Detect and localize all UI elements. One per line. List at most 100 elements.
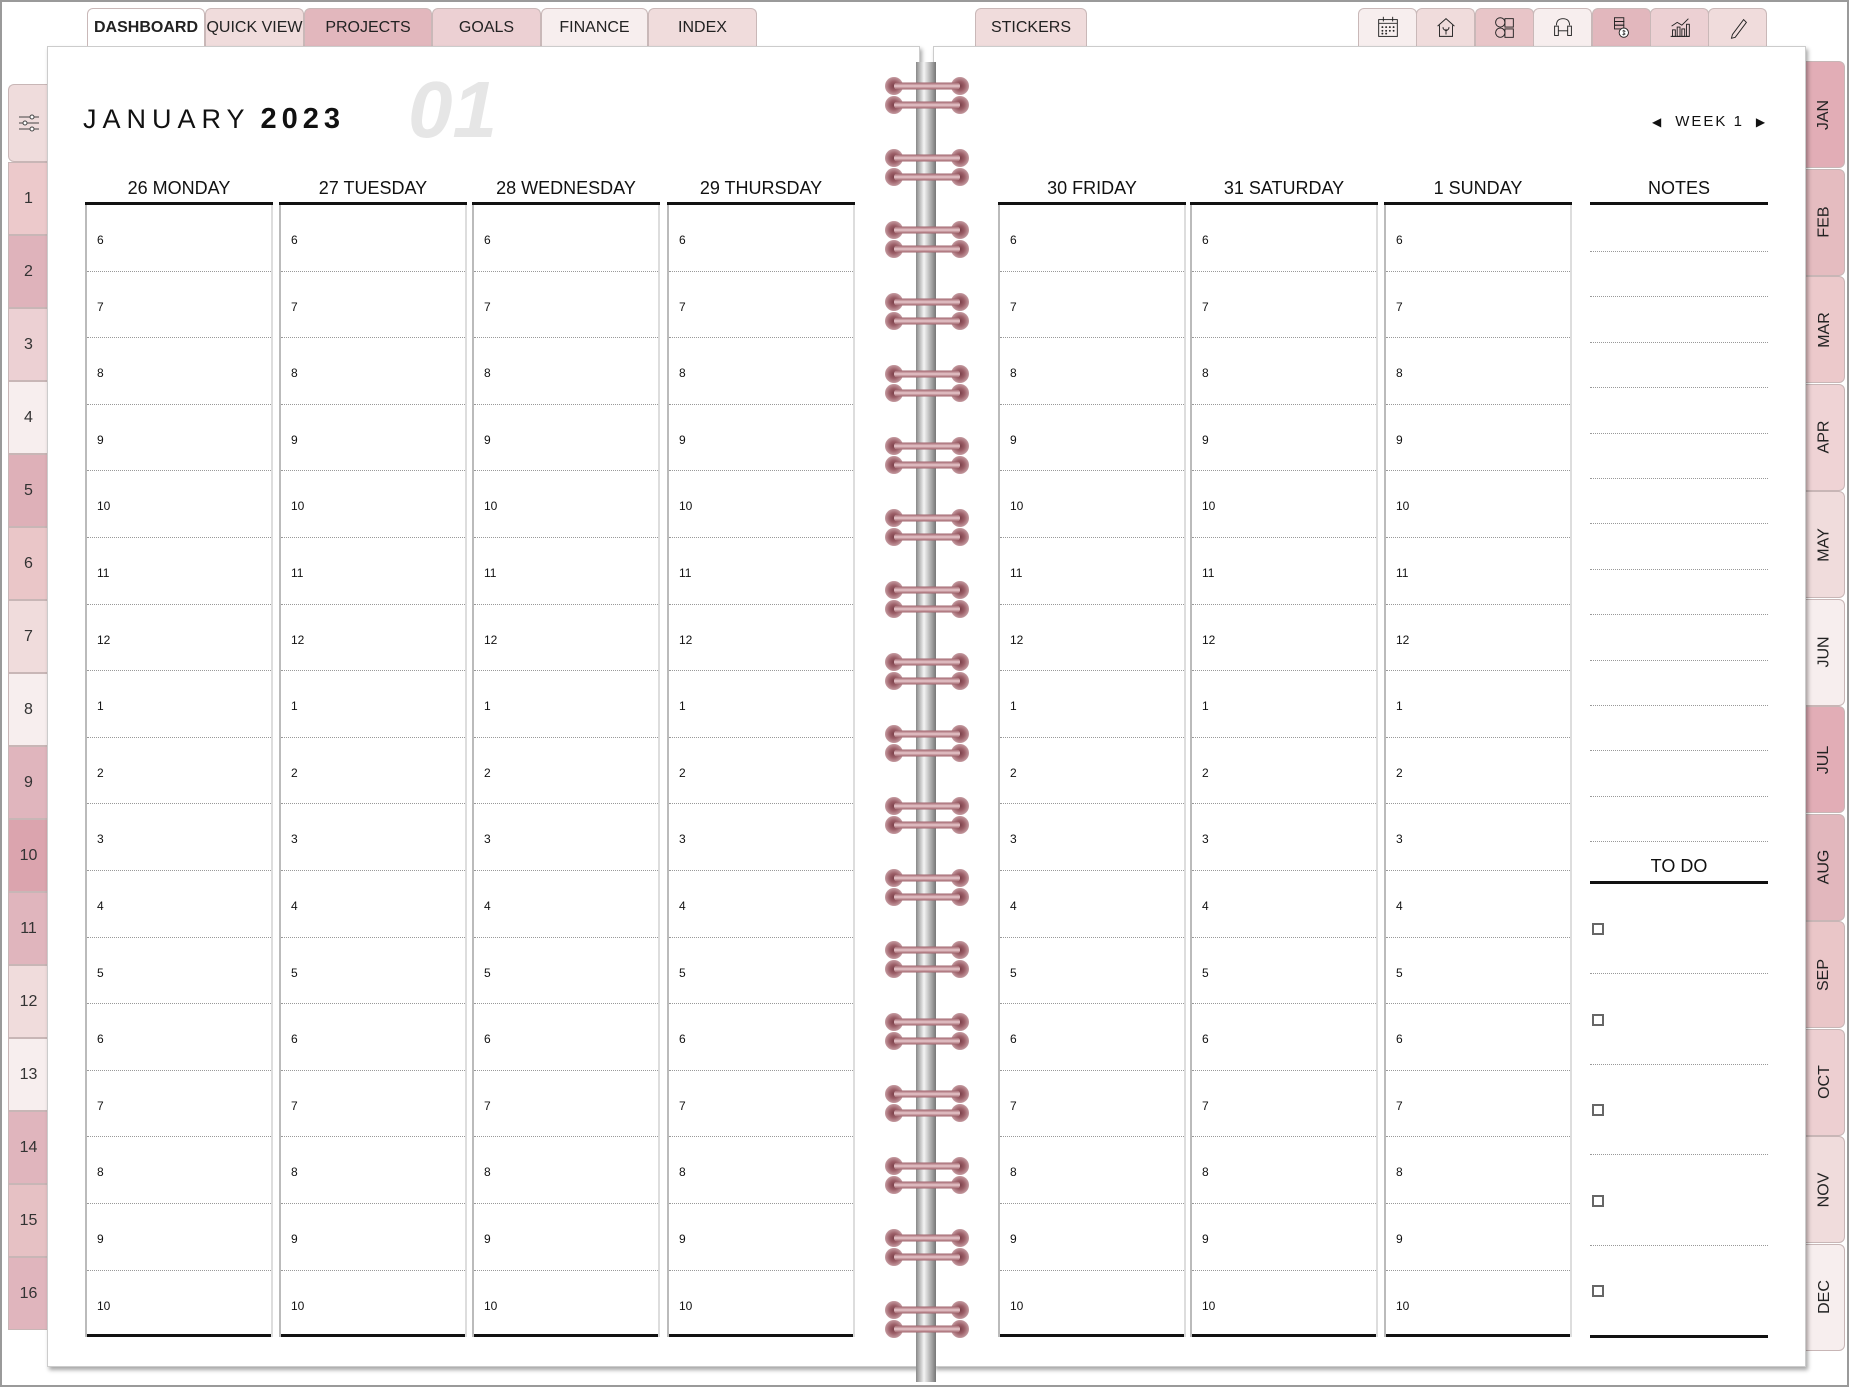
hour-slot[interactable]: 7 bbox=[474, 272, 658, 339]
month-tab-sep[interactable]: SEP bbox=[1805, 921, 1845, 1028]
hour-slot[interactable]: 8 bbox=[1192, 1137, 1376, 1204]
hour-slot[interactable]: 8 bbox=[474, 1137, 658, 1204]
prev-week-icon[interactable]: ◀ bbox=[1652, 114, 1664, 129]
hour-slot[interactable]: 4 bbox=[1386, 871, 1570, 938]
hour-slot[interactable]: 8 bbox=[1386, 1137, 1570, 1204]
hour-slot[interactable]: 8 bbox=[1192, 338, 1376, 405]
hour-slot[interactable]: 5 bbox=[474, 938, 658, 1005]
hour-slot[interactable]: 3 bbox=[1192, 804, 1376, 871]
todo-line[interactable] bbox=[1590, 973, 1768, 974]
hour-slot[interactable]: 11 bbox=[281, 538, 465, 605]
month-tab-jul[interactable]: JUL bbox=[1805, 706, 1845, 813]
todo-checkbox[interactable] bbox=[1592, 1013, 1604, 1026]
hour-slot[interactable]: 12 bbox=[1000, 605, 1184, 672]
hour-slot[interactable]: 10 bbox=[669, 1271, 853, 1338]
hour-slot[interactable]: 6 bbox=[1192, 1004, 1376, 1071]
hour-slot[interactable]: 6 bbox=[1386, 1004, 1570, 1071]
hour-slot[interactable]: 7 bbox=[281, 1071, 465, 1138]
hour-slot[interactable]: 6 bbox=[87, 205, 271, 272]
hour-slot[interactable]: 1 bbox=[87, 671, 271, 738]
hour-slot[interactable]: 7 bbox=[474, 1071, 658, 1138]
next-week-icon[interactable]: ▶ bbox=[1755, 114, 1768, 129]
side-tab-6[interactable]: 6 bbox=[8, 527, 48, 600]
side-tab-13[interactable]: 13 bbox=[8, 1038, 48, 1111]
hour-slot[interactable]: 8 bbox=[669, 1137, 853, 1204]
notes-line[interactable] bbox=[1590, 795, 1768, 797]
hour-slot[interactable]: 8 bbox=[474, 338, 658, 405]
month-tab-apr[interactable]: APR bbox=[1805, 383, 1845, 491]
tab-projects[interactable]: PROJECTS bbox=[304, 8, 432, 46]
hour-slot[interactable]: 8 bbox=[281, 1137, 465, 1204]
notes-line[interactable] bbox=[1590, 478, 1768, 479]
tab-goals[interactable]: GOALS bbox=[432, 8, 541, 46]
hour-slot[interactable]: 4 bbox=[87, 871, 271, 938]
month-tab-dec[interactable]: DEC bbox=[1805, 1243, 1845, 1351]
hour-slot[interactable]: 11 bbox=[669, 538, 853, 605]
hour-slot[interactable]: 3 bbox=[87, 804, 271, 871]
notes-line[interactable] bbox=[1590, 341, 1768, 343]
side-tab-15[interactable]: 15 bbox=[8, 1184, 48, 1257]
hour-slot[interactable]: 6 bbox=[474, 1004, 658, 1071]
hour-slot[interactable]: 9 bbox=[87, 1204, 271, 1271]
notes-line[interactable] bbox=[1590, 614, 1768, 616]
hour-slot[interactable]: 10 bbox=[281, 1271, 465, 1338]
hour-slot[interactable]: 9 bbox=[1000, 1204, 1184, 1271]
hour-slot[interactable]: 10 bbox=[1386, 471, 1570, 538]
todo-line[interactable] bbox=[1590, 1244, 1768, 1246]
hour-slot[interactable]: 3 bbox=[1000, 804, 1184, 871]
side-tab-7[interactable]: 7 bbox=[8, 600, 48, 673]
hour-slot[interactable]: 3 bbox=[281, 804, 465, 871]
hour-slot[interactable]: 4 bbox=[1000, 871, 1184, 938]
hour-slot[interactable]: 2 bbox=[1192, 738, 1376, 805]
hour-slot[interactable]: 10 bbox=[87, 471, 271, 538]
hour-slot[interactable]: 9 bbox=[281, 405, 465, 472]
hour-slot[interactable]: 11 bbox=[87, 538, 271, 605]
side-tab-14[interactable]: 14 bbox=[8, 1111, 48, 1184]
todo-checkbox[interactable] bbox=[1592, 1285, 1604, 1298]
hour-slot[interactable]: 2 bbox=[1386, 738, 1570, 805]
hour-slot[interactable]: 7 bbox=[87, 272, 271, 339]
hour-slot[interactable]: 9 bbox=[474, 1204, 658, 1271]
hour-slot[interactable]: 6 bbox=[474, 205, 658, 272]
side-tab-3[interactable]: 3 bbox=[8, 308, 48, 381]
hour-slot[interactable]: 6 bbox=[1000, 1004, 1184, 1071]
hour-slot[interactable]: 6 bbox=[281, 1004, 465, 1071]
hour-slot[interactable]: 7 bbox=[1192, 1071, 1376, 1138]
todo-line[interactable] bbox=[1590, 1063, 1768, 1065]
hour-slot[interactable]: 12 bbox=[87, 605, 271, 672]
tab-stickers[interactable]: STICKERS bbox=[975, 8, 1087, 46]
hour-slot[interactable]: 7 bbox=[1192, 272, 1376, 339]
notes-line[interactable] bbox=[1590, 387, 1768, 389]
hour-slot[interactable]: 7 bbox=[1000, 1071, 1184, 1138]
hour-slot[interactable]: 8 bbox=[669, 338, 853, 405]
hour-slot[interactable]: 9 bbox=[87, 405, 271, 472]
hour-slot[interactable]: 7 bbox=[281, 272, 465, 339]
hour-slot[interactable]: 1 bbox=[474, 671, 658, 738]
hour-slot[interactable]: 11 bbox=[1386, 538, 1570, 605]
notes-line[interactable] bbox=[1590, 523, 1768, 525]
hour-slot[interactable]: 6 bbox=[87, 1004, 271, 1071]
icon-tab-pencil[interactable] bbox=[1708, 8, 1768, 46]
hour-slot[interactable]: 5 bbox=[1386, 938, 1570, 1005]
hour-slot[interactable]: 2 bbox=[1000, 738, 1184, 805]
icon-tab-hobbies[interactable] bbox=[1474, 8, 1534, 46]
side-tab-9[interactable]: 9 bbox=[8, 746, 48, 819]
side-tab-12[interactable]: 12 bbox=[8, 965, 48, 1038]
hour-slot[interactable]: 12 bbox=[474, 605, 658, 672]
hour-slot[interactable]: 8 bbox=[87, 1137, 271, 1204]
hour-slot[interactable]: 4 bbox=[474, 871, 658, 938]
tab-index[interactable]: INDEX bbox=[648, 8, 757, 46]
hour-slot[interactable]: 6 bbox=[1000, 205, 1184, 272]
hour-slot[interactable]: 9 bbox=[1192, 405, 1376, 472]
icon-tab-calendar[interactable] bbox=[1358, 8, 1417, 46]
icon-tab-home[interactable] bbox=[1416, 8, 1476, 46]
hour-slot[interactable]: 10 bbox=[1000, 471, 1184, 538]
hour-slot[interactable]: 11 bbox=[474, 538, 658, 605]
hour-slot[interactable]: 7 bbox=[1386, 1071, 1570, 1138]
hour-slot[interactable]: 6 bbox=[669, 205, 853, 272]
hour-slot[interactable]: 8 bbox=[87, 338, 271, 405]
hour-slot[interactable]: 3 bbox=[1386, 804, 1570, 871]
hour-slot[interactable]: 10 bbox=[1192, 471, 1376, 538]
notes-line[interactable] bbox=[1590, 296, 1768, 298]
hour-slot[interactable]: 5 bbox=[669, 938, 853, 1005]
